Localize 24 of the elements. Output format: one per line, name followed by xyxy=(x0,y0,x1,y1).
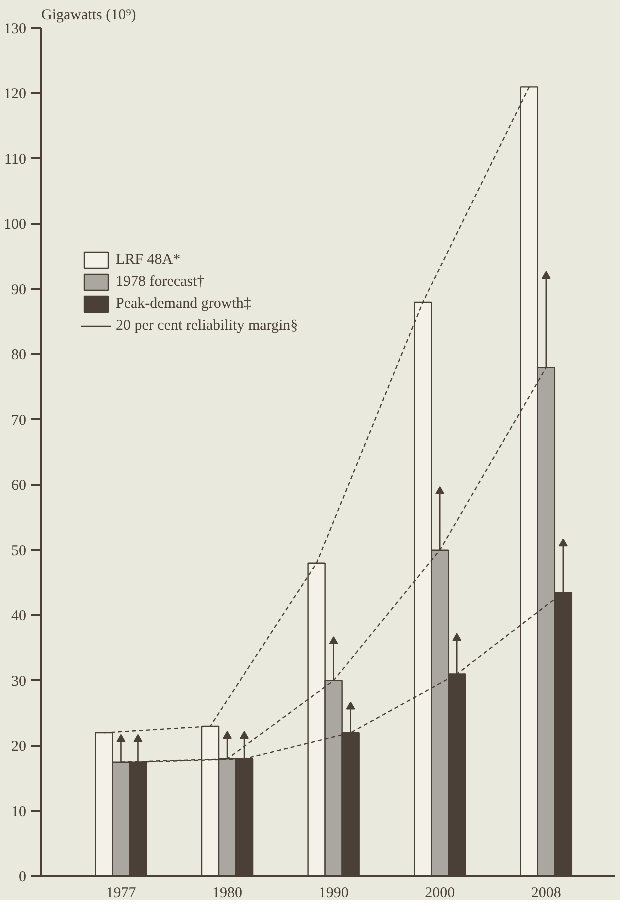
y-tick-label: 20 xyxy=(12,739,26,756)
annotation: 20 per cent reliability margin§ xyxy=(116,318,298,334)
x-tick-label: 2008 xyxy=(531,886,562,902)
y-tick-label: 100 xyxy=(4,217,26,234)
y-tick-label: 70 xyxy=(12,412,26,429)
y-tick-label: 90 xyxy=(12,282,26,298)
y-tick-label: 0 xyxy=(19,870,26,886)
y-tick-label: 40 xyxy=(12,608,26,625)
y-tick-label: 130 xyxy=(4,22,26,38)
x-tick-label: 1977 xyxy=(106,886,137,902)
y-tick-label: 80 xyxy=(12,348,26,364)
y-tick-label: 60 xyxy=(12,478,26,494)
x-tick-label: 2000 xyxy=(425,886,456,902)
y-tick-label: 10 xyxy=(12,804,26,820)
y-axis-title: Gigawatts (10⁹) xyxy=(42,8,136,24)
y-tick-label: 120 xyxy=(4,86,26,103)
legend-label: LRF 48A* xyxy=(116,252,181,268)
x-tick-label: 1980 xyxy=(212,886,243,902)
y-tick-label: 30 xyxy=(12,674,26,690)
legend-label: Peak-demand growth‡ xyxy=(116,296,252,312)
y-tick-label: 110 xyxy=(4,152,27,168)
x-tick-label: 1990 xyxy=(318,886,349,902)
y-tick-label: 50 xyxy=(12,543,26,560)
legend-label: 1978 forecast† xyxy=(116,274,205,290)
